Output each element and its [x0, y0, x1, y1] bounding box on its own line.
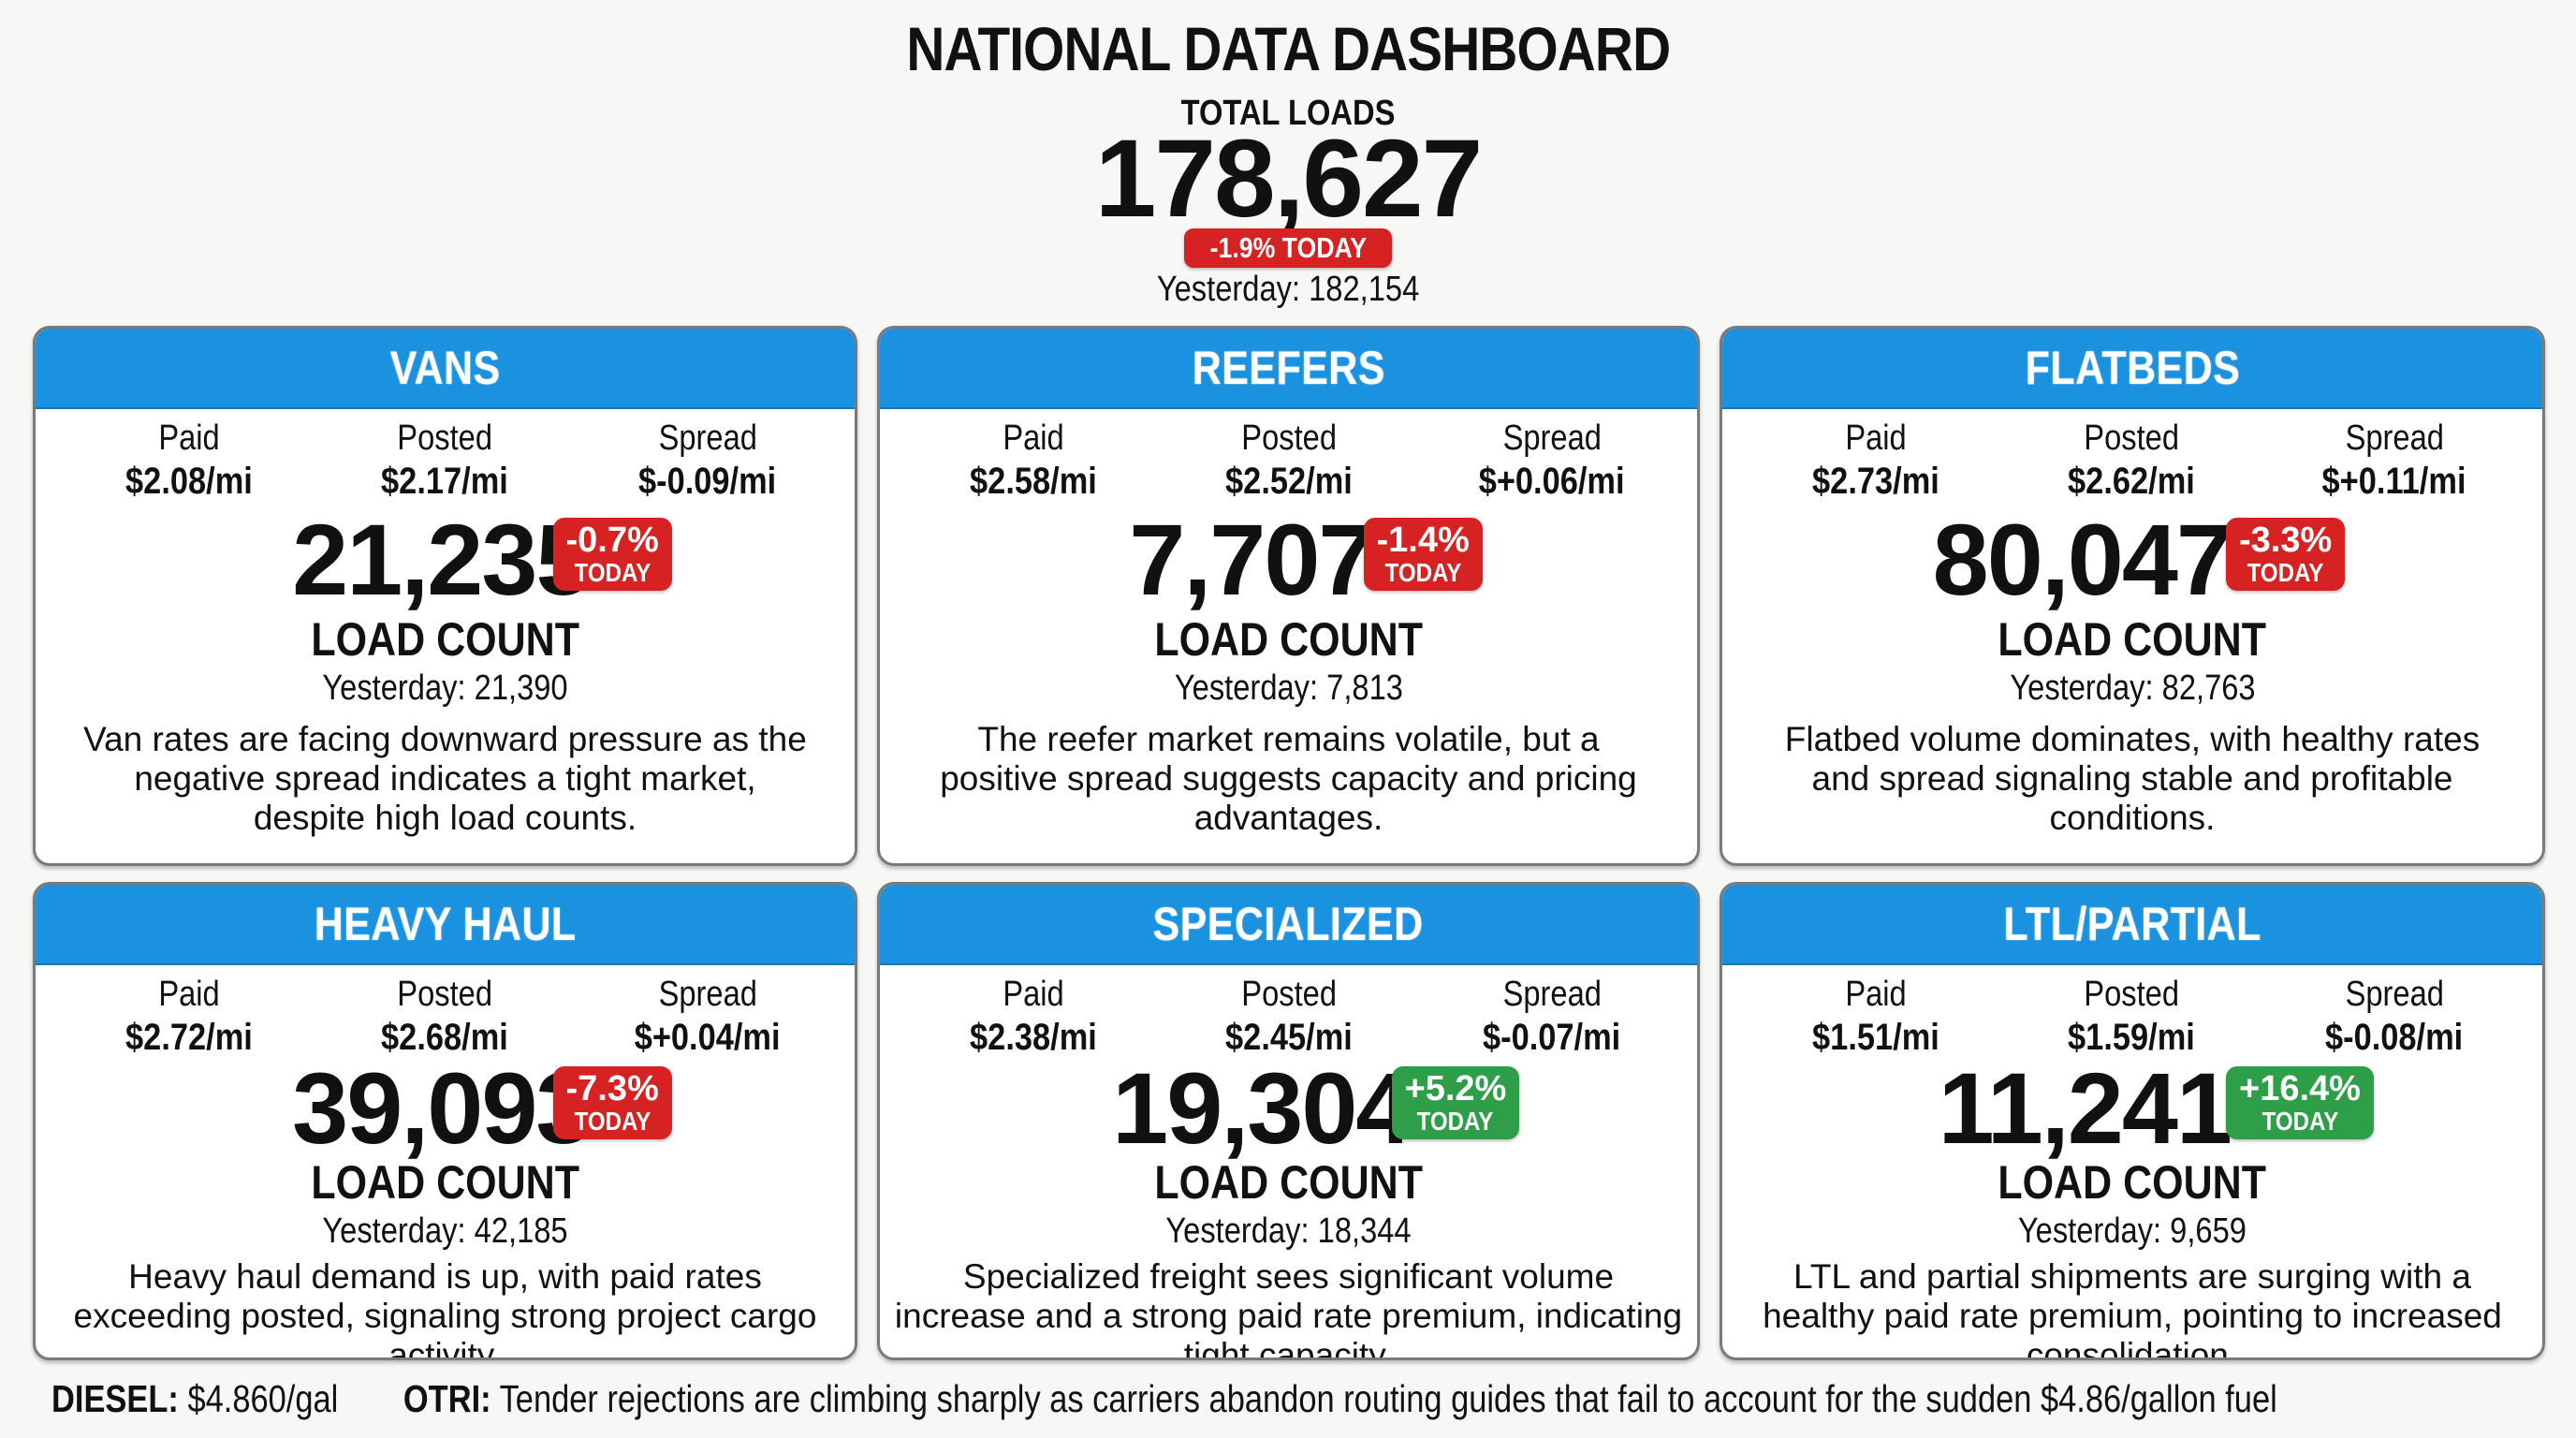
posted-rate: Posted $2.45/mi: [1225, 975, 1353, 1058]
card-vans: VANS Paid $2.08/mi Posted $2.17/mi Spread $…: [33, 326, 857, 866]
spread-rate: Spread $-0.09/mi: [638, 418, 777, 502]
otri-commentary: Tender rejections are climbing sharply a…: [499, 1377, 2277, 1420]
card-commentary: Van rates are facing downward pressure a…: [83, 720, 807, 837]
card-reefers: REEFERS Paid $2.58/mi Posted $2.52/mi Spre…: [877, 326, 1700, 866]
load-count-label: LOAD COUNT: [1154, 613, 1423, 666]
posted-rate: Posted $2.68/mi: [381, 975, 508, 1058]
card-title: LTL/PARTIAL: [1722, 885, 2542, 965]
posted-rate: Posted $2.62/mi: [2068, 418, 2195, 502]
posted-rate: Posted $2.17/mi: [381, 418, 508, 502]
change-badge: +5.2% TODAY: [1391, 1066, 1520, 1139]
spread-rate: Spread $-0.08/mi: [2325, 975, 2464, 1058]
yesterday-count: Yesterday: 82,763: [2009, 668, 2256, 708]
card-commentary: The reefer market remains volatile, but …: [940, 720, 1637, 837]
diesel-label: DIESEL:: [51, 1377, 179, 1420]
change-badge: +16.4% TODAY: [2226, 1066, 2374, 1139]
paid-rate: Paid $2.73/mi: [1812, 418, 1939, 502]
yesterday-count: Yesterday: 21,390: [322, 668, 568, 708]
spread-rate: Spread $+0.06/mi: [1479, 418, 1625, 502]
paid-rate: Paid $2.72/mi: [125, 975, 253, 1058]
total-yesterday: Yesterday: 182,154: [1156, 270, 1420, 309]
change-badge: -0.7% TODAY: [552, 518, 672, 591]
change-badge: -7.3% TODAY: [552, 1066, 672, 1139]
load-count-value: 11,241: [1938, 1051, 2232, 1165]
load-count-label: LOAD COUNT: [311, 1156, 579, 1209]
load-count-value: 39,093: [292, 1051, 592, 1165]
paid-rate: Paid $1.51/mi: [1812, 975, 1939, 1058]
total-change-badge: -1.9% TODAY: [1183, 228, 1393, 268]
yesterday-count: Yesterday: 9,659: [2017, 1211, 2247, 1251]
card-title: HEAVY HAUL: [36, 885, 855, 965]
card-commentary: Flatbed volume dominates, with healthy r…: [1784, 720, 2481, 837]
card-title: VANS: [36, 329, 855, 409]
load-count-label: LOAD COUNT: [1998, 613, 2267, 666]
card-specialized: SPECIALIZED Paid $2.38/mi Posted $2.45/mi …: [877, 882, 1700, 1360]
card-commentary: LTL and partial shipments are surging wi…: [1763, 1257, 2502, 1360]
card-commentary: Heavy haul demand is up, with paid rates…: [73, 1257, 817, 1360]
footer-ticker: DIESEL: $4.860/gal OTRI: Tender rejectio…: [51, 1372, 2557, 1425]
total-loads-label: TOTAL LOADS: [1180, 94, 1396, 133]
yesterday-count: Yesterday: 18,344: [1165, 1211, 1412, 1251]
change-badge: -1.4% TODAY: [1363, 518, 1483, 591]
paid-rate: Paid $2.38/mi: [970, 975, 1097, 1058]
load-count-value: 21,235: [292, 503, 592, 616]
total-loads-value: 178,627: [1094, 117, 1484, 241]
change-badge: -3.3% TODAY: [2226, 518, 2346, 591]
posted-rate: Posted $2.52/mi: [1225, 418, 1353, 502]
card-heavy-haul: HEAVY HAUL Paid $2.72/mi Posted $2.68/mi S…: [33, 882, 857, 1360]
diesel-price: $4.860/gal: [187, 1377, 339, 1420]
spread-rate: Spread $+0.11/mi: [2322, 418, 2466, 502]
spread-rate: Spread $-0.07/mi: [1483, 975, 1621, 1058]
card-flatbeds: FLATBEDS Paid $2.73/mi Posted $2.62/mi Spr…: [1720, 326, 2545, 866]
otri-label: OTRI:: [402, 1377, 491, 1420]
card-title: SPECIALIZED: [880, 885, 1697, 965]
paid-rate: Paid $2.08/mi: [125, 418, 253, 502]
card-ltl-partial: LTL/PARTIAL Paid $1.51/mi Posted $1.59/mi …: [1720, 882, 2545, 1360]
card-title: FLATBEDS: [1722, 329, 2542, 409]
page-title: NATIONAL DATA DASHBOARD: [906, 14, 1671, 83]
card-commentary: Specialized freight sees significant vol…: [894, 1257, 1683, 1360]
yesterday-count: Yesterday: 7,813: [1174, 668, 1403, 708]
load-count-label: LOAD COUNT: [311, 613, 579, 666]
posted-rate: Posted $1.59/mi: [2068, 975, 2195, 1058]
paid-rate: Paid $2.58/mi: [970, 418, 1097, 502]
yesterday-count: Yesterday: 42,185: [322, 1211, 568, 1251]
load-count-value: 80,047: [1932, 503, 2232, 616]
load-count-label: LOAD COUNT: [1154, 1156, 1423, 1209]
load-count-value: 7,707: [1129, 503, 1374, 616]
load-count-value: 19,304: [1112, 1051, 1412, 1165]
spread-rate: Spread $+0.04/mi: [635, 975, 781, 1058]
card-title: REEFERS: [880, 329, 1697, 409]
load-count-label: LOAD COUNT: [1998, 1156, 2267, 1209]
